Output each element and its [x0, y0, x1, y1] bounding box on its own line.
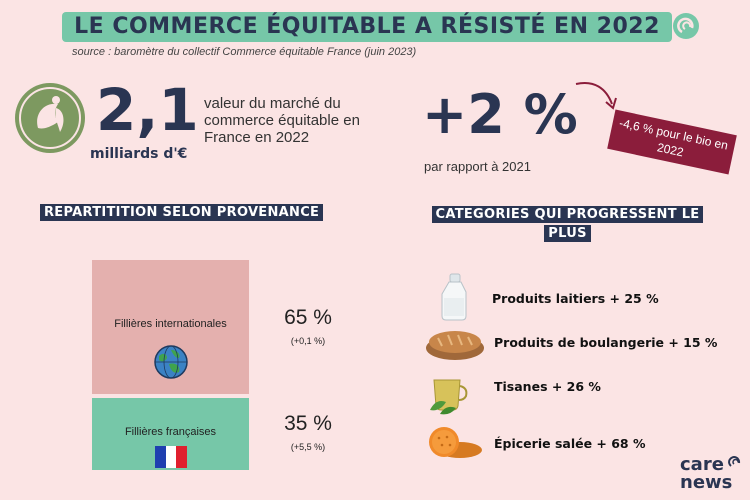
milk-bottle-icon — [441, 273, 467, 321]
market-value: 2,1 — [96, 76, 199, 144]
international-label: Fillières internationales — [114, 318, 227, 330]
french-flag-icon — [154, 446, 187, 468]
international-box: Fillières internationales — [92, 260, 249, 394]
brand-line-2: news — [680, 472, 733, 493]
international-percent: 65 % — [284, 306, 332, 329]
category-item-salty-grocery: Épicerie salée + 68 % — [494, 436, 646, 451]
bio-note-tag: -4,6 % pour le bio en 2022 — [607, 109, 737, 175]
globe-icon — [153, 345, 188, 379]
categories-heading-wrap: CATEGORIES QUI PROGRESSENT LE PLUS — [430, 204, 705, 242]
international-change: (+0,1 %) — [290, 336, 326, 346]
category-item-dairy: Produits laitiers + 25 % — [492, 291, 659, 306]
growth-caption: par rapport à 2021 — [424, 159, 531, 174]
market-unit: milliards d'€ — [90, 146, 188, 162]
swirl-logo-icon — [673, 13, 699, 39]
brand-line-1: care — [680, 454, 724, 475]
source-note: source : baromètre du collectif Commerce… — [72, 46, 417, 58]
french-label: Fillières françaises — [124, 426, 217, 438]
bread-icon — [426, 331, 484, 360]
fairtrade-logo-icon — [15, 83, 85, 153]
title-band — [62, 12, 672, 42]
category-item-herbal-tea: Tisanes + 26 % — [494, 379, 601, 394]
page-title: LE COMMERCE ÉQUITABLE A RÉSISTÉ EN 2022 — [74, 14, 660, 39]
french-change: (+5,5 %) — [290, 442, 326, 452]
french-percent: 35 % — [284, 412, 332, 435]
category-item-bakery: Produits de boulangerie + 15 % — [494, 335, 718, 350]
arrow-icon — [575, 82, 617, 110]
categories-heading: CATEGORIES QUI PROGRESSENT LE PLUS — [431, 206, 704, 242]
french-box: Fillières françaises — [92, 398, 249, 470]
market-description: valeur du marché du commerce équitable e… — [204, 95, 360, 146]
crackers-icon — [429, 427, 482, 458]
brand-swirl-icon — [728, 456, 741, 467]
provenance-heading: REPARTITITION SELON PROVENANCE — [40, 204, 324, 221]
herbal-tea-icon — [430, 379, 468, 415]
growth-value: +2 % — [422, 83, 578, 146]
